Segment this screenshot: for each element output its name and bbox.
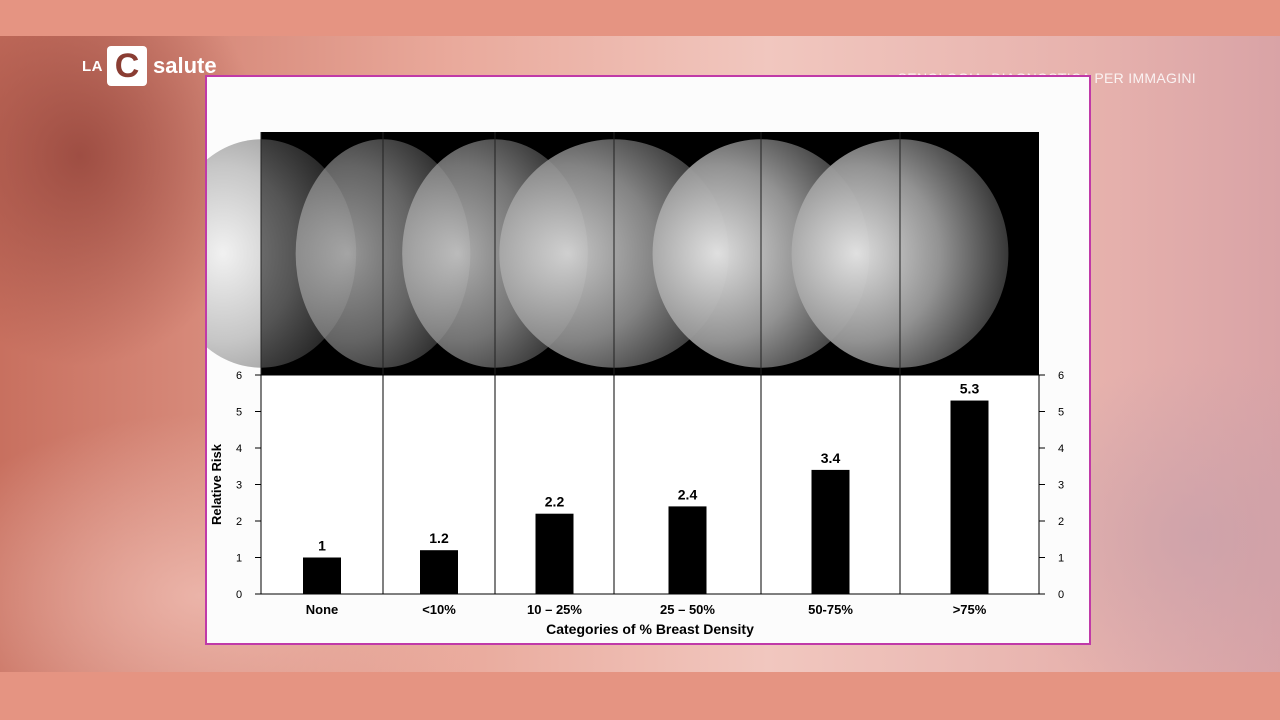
bar-5	[950, 400, 989, 594]
y-tick-label-left: 1	[236, 553, 242, 565]
y-tick-label-left: 2	[236, 516, 242, 528]
plot-frame	[260, 374, 1040, 595]
x-axis-label: Categories of % Breast Density	[546, 621, 754, 637]
y-tick-label-right: 4	[1058, 443, 1064, 455]
y-tick-label-right: 0	[1058, 589, 1064, 601]
y-tick-label-right: 3	[1058, 480, 1064, 492]
category-label-4: 50-75%	[808, 602, 853, 617]
category-label-1: <10%	[422, 602, 456, 617]
mammogram-strip	[207, 132, 1039, 375]
bottom-band	[0, 672, 1280, 720]
value-label-1: 1.2	[429, 530, 449, 546]
y-tick-label-left: 5	[236, 407, 242, 419]
bar-0	[303, 557, 341, 594]
bar-3	[668, 506, 707, 594]
y-tick-label-right: 1	[1058, 553, 1064, 565]
y-tick-label-right: 2	[1058, 516, 1064, 528]
breast-density-chart: 0 0 1 1 2 2 3 3 4 4 5 5 6 6 Relative Risk 1 None 1.2 <10%…	[207, 132, 1064, 637]
y-tick-label-right: 5	[1058, 407, 1064, 419]
category-label-3: 25 – 50%	[660, 602, 715, 617]
axes: 0 0 1 1 2 2 3 3 4 4 5 5 6 6 Relative Risk	[209, 370, 1064, 601]
value-label-0: 1	[318, 538, 326, 554]
logo-prefix: LA	[82, 57, 103, 75]
y-tick-label-right: 6	[1058, 370, 1064, 382]
value-label-3: 2.4	[678, 486, 698, 502]
logo-name: salute	[153, 53, 217, 78]
plot-area	[260, 374, 1040, 595]
top-band	[0, 0, 1280, 36]
labels: 1 None 1.2 <10% 2.2 10 – 25% 2.4 25 – 50% 3.4 50-…	[306, 381, 987, 637]
y-tick-label-left: 0	[236, 589, 242, 601]
logo-letter: C	[107, 46, 147, 86]
y-axis-label: Relative Risk	[209, 443, 224, 525]
y-tick-label-left: 4	[236, 443, 242, 455]
value-label-4: 3.4	[821, 450, 841, 466]
bar-4	[811, 469, 850, 594]
category-label-0: None	[306, 602, 339, 617]
slide-panel: 0 0 1 1 2 2 3 3 4 4 5 5 6 6 Relative Risk 1 None 1.2 <10%…	[205, 75, 1091, 645]
bar-1	[420, 550, 458, 594]
y-tick-label-left: 6	[236, 370, 242, 382]
category-label-5: >75%	[953, 602, 987, 617]
category-label-2: 10 – 25%	[527, 602, 582, 617]
bar-2	[535, 513, 574, 594]
bars	[303, 400, 989, 594]
y-tick-label-left: 3	[236, 480, 242, 492]
channel-logo: LA C salute	[82, 46, 217, 86]
value-label-2: 2.2	[545, 494, 565, 510]
value-label-5: 5.3	[960, 381, 980, 397]
